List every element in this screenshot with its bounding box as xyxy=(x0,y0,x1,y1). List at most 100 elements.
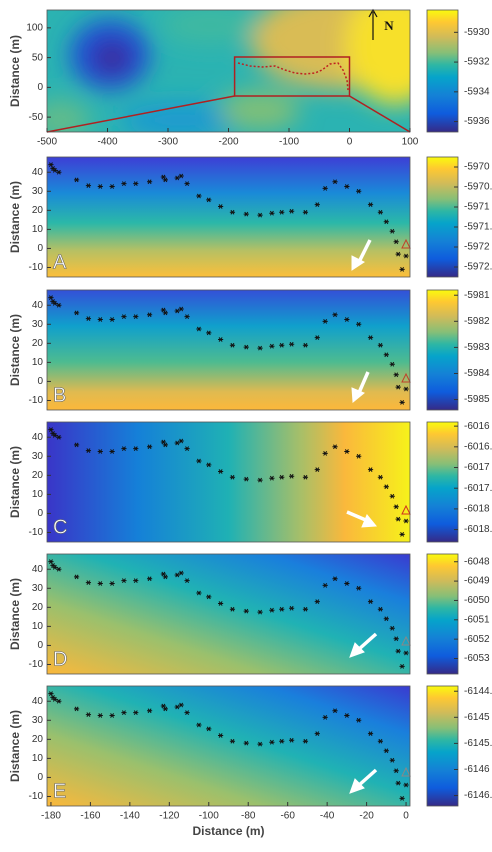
track-point xyxy=(377,474,384,480)
track-point xyxy=(383,352,389,358)
colorbar-tick-label: -6016 xyxy=(464,421,490,432)
track-point xyxy=(279,209,285,215)
y-tick-label: 10 xyxy=(32,753,44,764)
track-point xyxy=(184,181,190,187)
track-point xyxy=(289,341,295,347)
track-point xyxy=(162,574,168,580)
panel-label: E xyxy=(53,780,66,802)
track-point xyxy=(196,458,202,464)
plot-frame xyxy=(46,685,411,807)
track-point xyxy=(393,504,399,510)
arrows xyxy=(346,239,378,794)
track-point xyxy=(279,738,285,744)
track-point xyxy=(206,726,212,732)
plot-frame xyxy=(46,421,411,543)
field xyxy=(47,554,410,674)
y-tick-label: 100 xyxy=(26,22,43,33)
y-tick-label: -10 xyxy=(29,527,44,538)
colorbar-tick-label: -5971.5 xyxy=(464,222,492,233)
track-point xyxy=(109,581,115,586)
colorbar-tick-label: -6144.5 xyxy=(464,686,492,697)
track-point xyxy=(85,712,92,717)
track-point xyxy=(56,698,62,704)
track-point xyxy=(322,451,328,456)
track-point xyxy=(48,162,54,167)
track-point xyxy=(174,572,180,578)
track-point xyxy=(395,780,401,786)
track-point xyxy=(162,177,168,183)
panel-label: A xyxy=(53,251,67,273)
y-tick-label: 30 xyxy=(32,451,44,462)
track-point xyxy=(403,386,409,392)
track-point xyxy=(302,474,309,480)
colorbar-tick-label: -5970 xyxy=(464,162,490,173)
colorbar-tick-label: -5982 xyxy=(464,316,490,327)
colorbar xyxy=(426,9,459,133)
colorbar xyxy=(426,553,459,675)
track-point xyxy=(206,594,212,600)
track-point xyxy=(243,740,249,746)
x-tick-label: 0 xyxy=(403,811,409,822)
track-point xyxy=(229,209,236,215)
y-tick-label: 40 xyxy=(32,564,44,575)
y-tick-label: 0 xyxy=(37,640,43,651)
track-point xyxy=(302,606,309,612)
colorbar-tick-label: -6145 xyxy=(464,712,490,723)
track-point xyxy=(302,209,309,215)
track-point xyxy=(146,179,153,185)
x-tick-label: -100 xyxy=(199,811,219,822)
y-tick-label: 0 xyxy=(37,772,43,783)
track-point xyxy=(48,295,54,300)
track-point xyxy=(322,715,328,720)
track-point xyxy=(218,204,224,209)
track-point xyxy=(218,337,224,342)
track-point xyxy=(395,384,401,390)
track-point xyxy=(269,739,275,745)
colorbar-tick-label: -6017.5 xyxy=(464,483,492,494)
track-point xyxy=(314,467,320,472)
colorbar-tick-label: -6052 xyxy=(464,634,490,645)
track-point xyxy=(389,361,395,367)
colorbar-tick-label: -6048 xyxy=(464,556,490,567)
colorbar-tick-label: -5932 xyxy=(464,57,490,68)
track-point xyxy=(52,696,58,702)
track-point xyxy=(322,583,328,588)
track-point xyxy=(377,738,384,744)
track-point xyxy=(97,184,103,189)
colorbar-tick-label: -5930 xyxy=(464,27,490,38)
y-tick-label: 30 xyxy=(32,715,44,726)
y-axis-label: Distance (m) xyxy=(8,578,22,650)
track-point xyxy=(356,717,362,723)
y-tick-label: 0 xyxy=(37,508,43,519)
track-point xyxy=(196,326,202,332)
track-point xyxy=(395,516,401,522)
track-point xyxy=(279,474,285,480)
track-point xyxy=(243,211,249,217)
track-point xyxy=(174,175,180,181)
y-tick-label: 10 xyxy=(32,357,44,368)
track-point xyxy=(367,335,374,340)
track-point xyxy=(174,440,180,446)
track-point xyxy=(97,449,103,454)
plot-frame xyxy=(46,553,411,675)
track-point xyxy=(146,576,153,582)
track-point xyxy=(289,605,295,611)
zoom-box xyxy=(233,56,351,97)
track-point xyxy=(109,713,115,718)
track-point xyxy=(243,344,249,350)
track-point xyxy=(56,169,62,175)
track-point xyxy=(377,342,384,348)
track-point xyxy=(393,636,399,642)
track-point xyxy=(383,616,389,622)
track-point xyxy=(322,319,328,324)
colorbar-tick-label: -6016.5 xyxy=(464,441,492,452)
track-point xyxy=(279,342,285,348)
track-point xyxy=(133,181,139,187)
track-point xyxy=(206,197,212,203)
track-point xyxy=(332,576,338,582)
track-point xyxy=(383,484,389,490)
track-point xyxy=(121,314,127,320)
track-point xyxy=(162,310,168,316)
y-tick-label: -10 xyxy=(29,262,44,273)
